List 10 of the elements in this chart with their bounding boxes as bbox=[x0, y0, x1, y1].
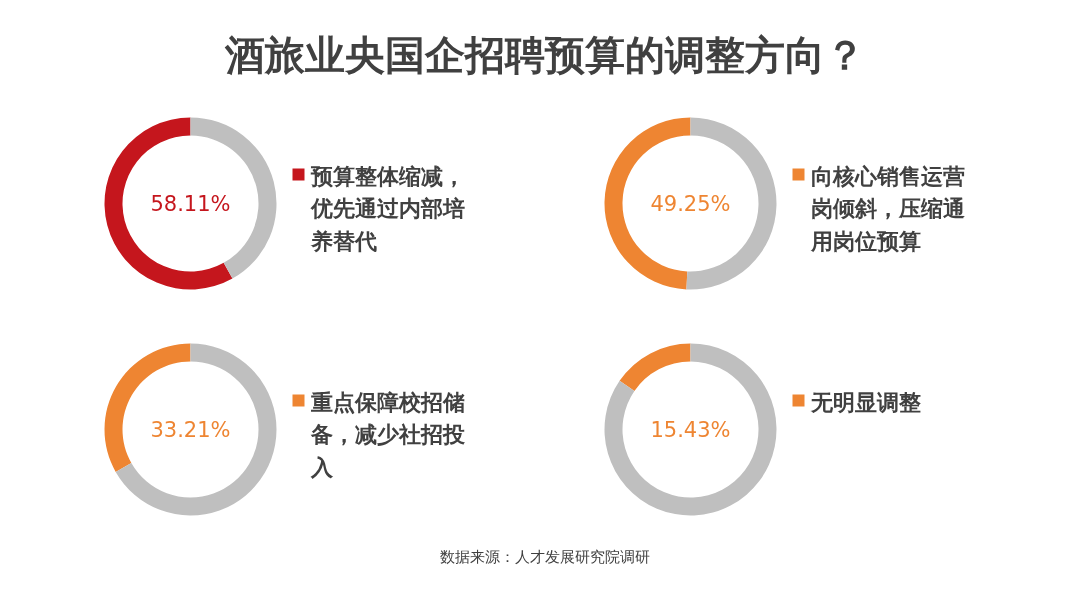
legend-label: 向核心销售运营岗倾斜，压缩通用岗位预算 bbox=[809, 163, 965, 254]
legend-label: 预算整体缩减，优先通过内部培养替代 bbox=[309, 163, 465, 254]
text: 酒旅业央国企招聘预算的调整方向？ bbox=[225, 31, 865, 80]
source-note: 数据来源：人才发展研究院调研 bbox=[440, 547, 650, 568]
legend-label: 重点保障校招储备，减少社招投入 bbox=[309, 389, 465, 480]
data-label: 15.43% bbox=[650, 417, 731, 442]
data-label: 33.21% bbox=[150, 417, 231, 442]
data-label: 49.25% bbox=[650, 191, 731, 216]
legend-label: 无明显调整 bbox=[809, 389, 921, 415]
data-label: 58.11% bbox=[150, 191, 231, 216]
